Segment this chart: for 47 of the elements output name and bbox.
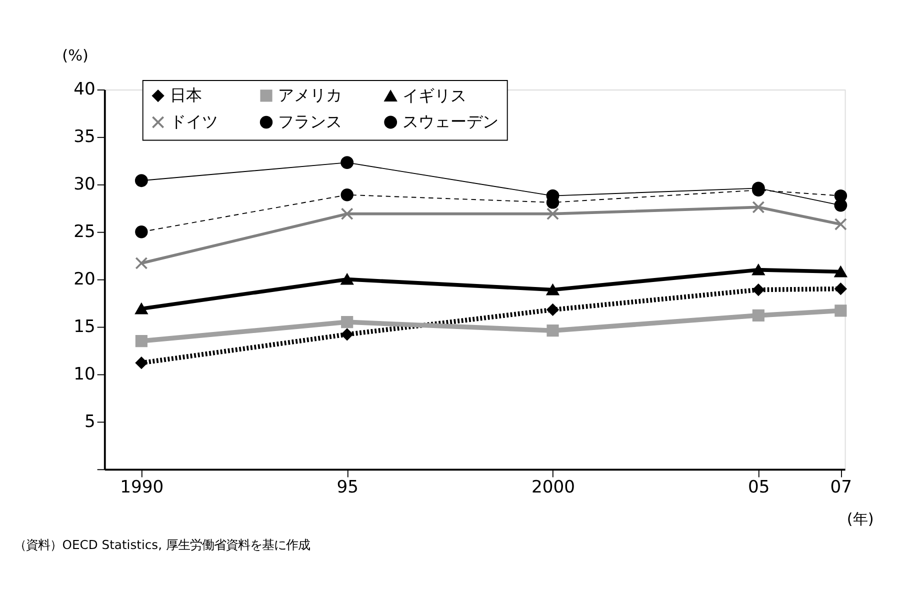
- point: [834, 218, 847, 231]
- point: [135, 303, 148, 314]
- point: [135, 226, 148, 238]
- x-tick-label: 07: [830, 477, 852, 498]
- x-tick-label: 95: [336, 477, 358, 498]
- y-tick-label: 5: [84, 412, 96, 432]
- y-tick-label: 15: [74, 317, 96, 338]
- x-tick-label: 05: [748, 477, 770, 498]
- point: [135, 256, 148, 270]
- y-tick-label: 30: [74, 174, 96, 195]
- point: [546, 284, 559, 296]
- point: [834, 304, 847, 317]
- point: [834, 282, 847, 295]
- legend-label: アメリカ: [278, 85, 342, 104]
- legend-label: ドイツ: [170, 112, 218, 131]
- point: [136, 356, 148, 369]
- point: [341, 316, 354, 328]
- point: [752, 309, 764, 322]
- y-tick-label: 40: [74, 80, 96, 100]
- y-axis-title: (%): [62, 46, 88, 65]
- legend-label: フランス: [278, 112, 342, 131]
- point: [752, 264, 765, 276]
- legend-label: スウェーデン: [402, 112, 498, 131]
- text: （資料）OECD Statistics, 厚生労働省資料を基に作成: [14, 538, 310, 552]
- legend-label: イギリス: [402, 86, 466, 105]
- point: [340, 156, 354, 170]
- x-tick-label: 2000: [531, 477, 575, 498]
- x-axis-title: (年): [846, 510, 874, 528]
- point: [134, 174, 148, 188]
- point: [340, 274, 354, 285]
- y-tick-label: 10: [74, 364, 96, 384]
- legend-label: 日本: [170, 86, 202, 105]
- point: [546, 304, 559, 316]
- point: [752, 284, 764, 296]
- point: [546, 324, 559, 337]
- y-tick-label: 20: [74, 270, 96, 290]
- point: [341, 328, 354, 340]
- point: [752, 200, 765, 214]
- point: [135, 334, 148, 348]
- point: [834, 189, 848, 202]
- y-tick-label: 25: [74, 222, 96, 242]
- x-tick-label: 1990: [120, 477, 164, 498]
- point: [834, 266, 847, 278]
- point: [340, 208, 354, 220]
- y-tick-label: 35: [74, 127, 96, 148]
- point: [546, 208, 560, 220]
- point: [340, 188, 354, 202]
